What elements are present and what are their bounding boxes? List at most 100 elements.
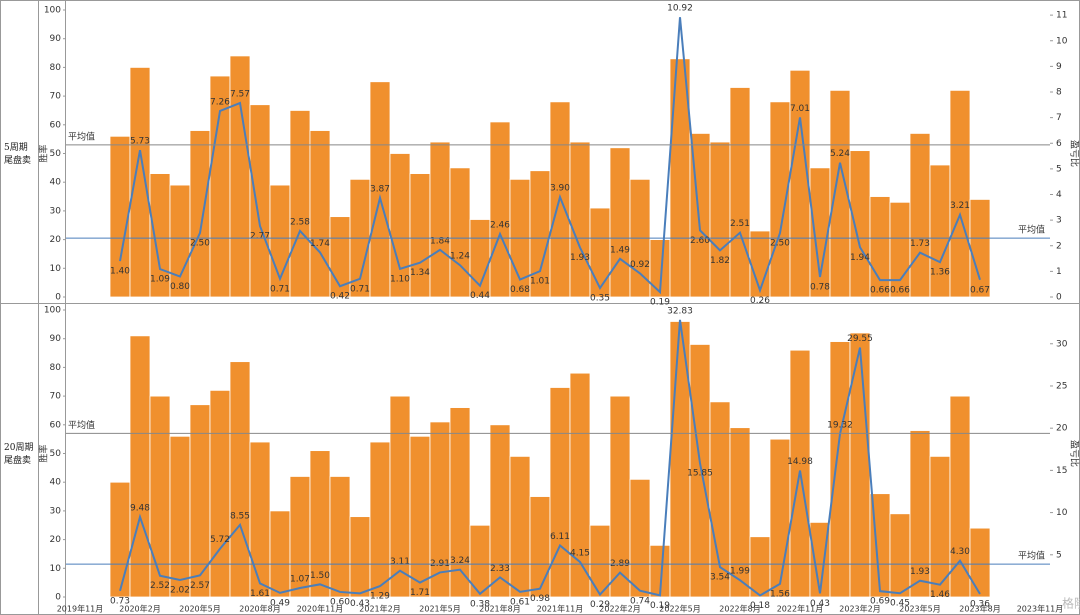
y2-tick-label: 9 — [1056, 62, 1062, 72]
y-tick-label: 0 — [55, 293, 61, 303]
bar — [349, 516, 371, 598]
bar — [409, 173, 431, 298]
data-label: 3.11 — [390, 557, 410, 567]
data-label: 1.94 — [850, 253, 870, 263]
data-label: 5.72 — [210, 535, 230, 545]
y2-axis-title: 盈亏比 — [1069, 440, 1080, 467]
bar — [889, 201, 911, 298]
data-label: 0.29 — [590, 600, 610, 610]
y2-tick-label: 6 — [1056, 139, 1062, 149]
data-label: 6.11 — [550, 532, 570, 542]
data-label: 2.50 — [190, 238, 210, 248]
data-label: 0.61 — [510, 597, 530, 607]
data-label: 0.78 — [810, 283, 830, 293]
mean-label: 平均值 — [68, 130, 95, 142]
bar — [769, 101, 791, 298]
bar — [129, 335, 151, 598]
bar — [169, 184, 191, 298]
bar — [549, 387, 571, 598]
x-tick-label: 2020年8月 — [239, 604, 280, 614]
x-tick-label: 2023年11月 — [1017, 604, 1064, 614]
data-label: 0.45 — [890, 599, 910, 609]
bar — [289, 110, 311, 298]
data-label: 0.71 — [350, 284, 370, 294]
data-label: 1.93 — [570, 253, 590, 263]
bar — [829, 341, 851, 598]
bar — [449, 407, 471, 598]
bar — [909, 133, 931, 298]
mean-label: 平均值 — [1018, 224, 1045, 236]
x-tick-label: 2020年5月 — [179, 604, 220, 614]
x-tick-label: 2021年5月 — [419, 604, 460, 614]
y2-tick-label: 8 — [1056, 88, 1062, 98]
data-label: 2.51 — [730, 219, 750, 229]
data-label: 8.55 — [230, 511, 250, 521]
y-tick-label: 30 — [50, 506, 62, 516]
data-label: 9.48 — [130, 503, 150, 513]
y-tick-label: 10 — [50, 264, 62, 274]
data-label: 7.26 — [210, 97, 230, 107]
y2-tick-label: 30 — [1056, 339, 1068, 349]
bar — [969, 527, 991, 598]
y-tick-label: 50 — [50, 149, 62, 159]
bar — [969, 199, 991, 298]
mean-label: 平均值 — [68, 419, 95, 431]
y-tick-label: 60 — [50, 120, 62, 130]
data-label: 7.57 — [230, 90, 250, 100]
bar — [869, 196, 891, 298]
y-tick-label: 60 — [50, 420, 62, 430]
bar — [169, 435, 191, 598]
data-label: 0.67 — [970, 285, 990, 295]
bar — [509, 455, 531, 598]
data-label: 4.15 — [570, 548, 590, 558]
bar — [949, 395, 971, 598]
data-label: 4.30 — [950, 547, 970, 557]
x-tick-label: 2023年8月 — [959, 604, 1000, 614]
data-label: 2.46 — [490, 220, 510, 230]
bar — [449, 167, 471, 298]
bar — [249, 441, 271, 598]
data-label: 0.43 — [350, 599, 370, 609]
data-label: 3.54 — [710, 573, 730, 583]
y-tick-label: 40 — [50, 478, 62, 488]
data-label: 2.60 — [690, 236, 710, 246]
data-label: 2.33 — [490, 564, 510, 574]
bar — [609, 147, 631, 298]
y-tick-label: 80 — [50, 63, 62, 73]
data-label: 0.35 — [590, 294, 610, 304]
data-label: 0.44 — [470, 291, 490, 301]
data-label: 3.21 — [950, 201, 970, 211]
data-label: 1.71 — [410, 588, 430, 598]
data-label: 0.69 — [870, 597, 890, 607]
y2-tick-label: 5 — [1056, 550, 1062, 560]
y2-tick-label: 1 — [1056, 267, 1062, 277]
bar — [709, 141, 731, 298]
data-label: 1.01 — [530, 277, 550, 287]
y-tick-label: 100 — [44, 6, 61, 16]
bar — [949, 89, 971, 298]
data-label: 3.90 — [550, 184, 570, 194]
y-tick-label: 50 — [50, 449, 62, 459]
bar — [249, 104, 271, 298]
data-label: 0.19 — [650, 601, 670, 611]
x-tick-label: 2023年2月 — [839, 604, 880, 614]
y-tick-label: 20 — [50, 535, 62, 545]
data-label: 19.32 — [827, 420, 853, 430]
y2-axis-title: 盈亏比 — [1069, 140, 1080, 167]
data-label: 0.19 — [650, 298, 670, 308]
data-label: 2.57 — [190, 581, 210, 591]
x-tick-label: 2022年5月 — [659, 604, 700, 614]
bar — [369, 441, 391, 598]
y-tick-label: 70 — [50, 392, 62, 402]
y2-tick-label: 25 — [1056, 381, 1067, 391]
data-label: 1.82 — [710, 256, 730, 266]
bar — [189, 130, 211, 298]
data-label: 0.38 — [470, 599, 490, 609]
y-tick-label: 40 — [50, 178, 62, 188]
line — [119, 17, 981, 295]
y-tick-label: 10 — [50, 564, 62, 574]
data-label: 1.46 — [930, 590, 950, 600]
y2-tick-label: 0 — [1056, 293, 1062, 303]
